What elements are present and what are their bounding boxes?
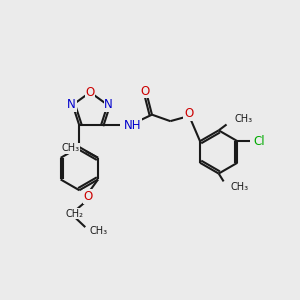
Text: CH₃: CH₃ xyxy=(62,143,80,153)
Text: O: O xyxy=(184,107,193,120)
Text: Cl: Cl xyxy=(253,135,265,148)
Text: NH: NH xyxy=(124,119,141,132)
Text: N: N xyxy=(104,98,113,111)
Text: CH₂: CH₂ xyxy=(65,209,83,219)
Text: O: O xyxy=(141,85,150,98)
Text: N: N xyxy=(67,98,76,111)
Text: CH₃: CH₃ xyxy=(89,226,107,236)
Text: O: O xyxy=(85,86,95,99)
Text: CH₃: CH₃ xyxy=(230,182,249,192)
Text: CH₃: CH₃ xyxy=(234,114,253,124)
Text: O: O xyxy=(84,190,93,203)
